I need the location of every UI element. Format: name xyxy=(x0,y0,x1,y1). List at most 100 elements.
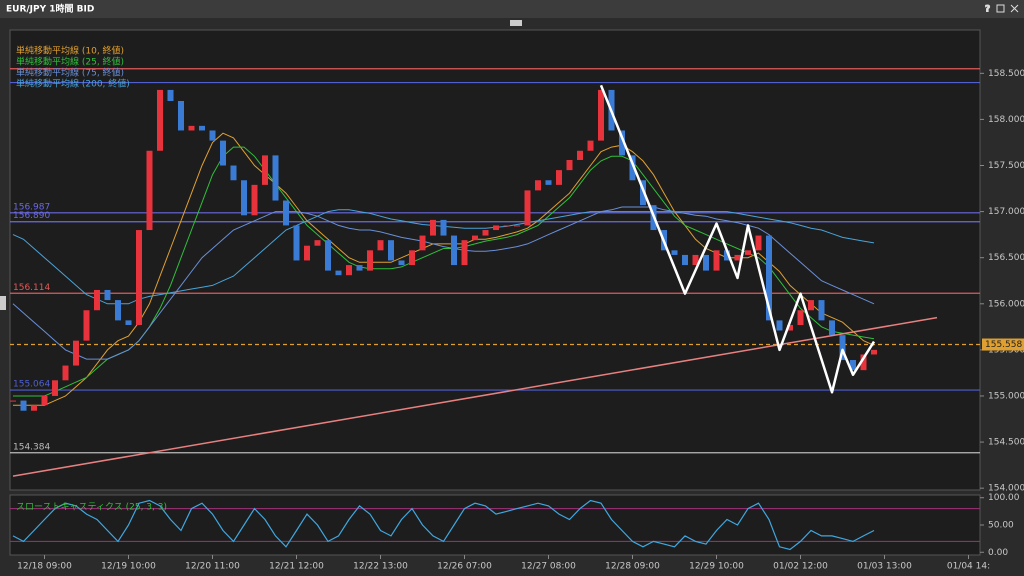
candle xyxy=(671,250,678,255)
candle xyxy=(388,240,394,261)
level-label: 156.114 xyxy=(13,283,50,293)
indicator-label: スローストキャスティクス (25, 3, 3) xyxy=(16,502,167,513)
candle xyxy=(167,89,174,101)
x-tick-label: 12/27 08:00 xyxy=(521,562,576,572)
candle xyxy=(304,245,310,261)
candle xyxy=(272,155,279,201)
candle xyxy=(776,320,783,331)
candle xyxy=(839,335,846,361)
candle xyxy=(545,180,552,185)
window-title: EUR/JPY 1時間 BID xyxy=(6,3,94,15)
legend-entry: 単純移動平均線 (200, 終値) xyxy=(16,78,130,90)
y-tick-label: 100.00 xyxy=(988,493,1020,503)
x-tick-label: 12/20 11:00 xyxy=(185,562,240,572)
candle xyxy=(104,289,111,301)
x-tick-label: 01/02 12:00 xyxy=(773,562,828,572)
candle xyxy=(493,225,499,231)
price-tag-label: 155.558 xyxy=(985,340,1022,350)
candle xyxy=(755,235,762,251)
candle xyxy=(157,89,163,151)
candle xyxy=(461,240,468,266)
candle xyxy=(440,219,447,236)
maximize-button[interactable] xyxy=(996,4,1005,13)
candle xyxy=(482,230,489,236)
x-tick-label: 12/29 10:00 xyxy=(689,562,744,572)
title-bar xyxy=(0,0,1024,18)
oscillator-line xyxy=(12,499,875,551)
candle xyxy=(524,190,531,226)
candle xyxy=(346,265,352,276)
x-tick-label: 01/03 13:00 xyxy=(857,562,912,572)
y-tick-label: 154.000 xyxy=(988,484,1024,494)
candle xyxy=(409,250,415,266)
candle xyxy=(293,225,300,261)
y-tick-label: 158.000 xyxy=(988,115,1024,125)
candle xyxy=(818,300,825,321)
candle xyxy=(850,360,856,371)
candle xyxy=(682,254,688,266)
close-button[interactable] xyxy=(1010,4,1019,13)
candle xyxy=(325,240,331,271)
candle xyxy=(619,130,625,156)
help-button[interactable]: ? xyxy=(985,4,991,15)
candle xyxy=(503,225,510,227)
candle xyxy=(83,310,90,341)
candle xyxy=(703,254,709,271)
moving-average xyxy=(12,206,875,360)
side-handle[interactable] xyxy=(0,296,6,310)
candle xyxy=(629,155,636,181)
candle xyxy=(41,395,48,406)
candle xyxy=(808,300,814,311)
x-tick-label: 12/26 07:00 xyxy=(437,562,492,572)
legend-entry: 単純移動平均線 (75, 終値) xyxy=(16,67,124,79)
candle xyxy=(199,125,205,131)
candle xyxy=(146,150,153,231)
candle xyxy=(230,165,237,181)
window-buttons[interactable]: ? xyxy=(985,4,1019,15)
candle xyxy=(745,250,751,255)
y-tick-label: 158.500 xyxy=(988,69,1024,79)
candle xyxy=(241,180,247,216)
candle xyxy=(283,200,289,226)
candle xyxy=(251,184,258,216)
candle xyxy=(451,235,457,266)
main-plot xyxy=(9,29,981,491)
candle xyxy=(514,225,520,227)
candle xyxy=(871,349,877,355)
y-tick-label: 157.000 xyxy=(988,207,1024,217)
candle xyxy=(766,235,772,321)
candle xyxy=(587,140,594,151)
candle xyxy=(797,310,804,325)
candle xyxy=(430,219,436,236)
candle xyxy=(115,300,121,321)
zigzag-drawing xyxy=(599,84,876,394)
candle xyxy=(314,240,321,246)
y-tick-label: 156.500 xyxy=(988,253,1024,263)
x-tick-label: 12/19 10:00 xyxy=(101,562,156,572)
y-tick-label: 154.500 xyxy=(988,438,1024,448)
candle xyxy=(20,400,27,411)
x-tick-label: 12/22 13:00 xyxy=(353,562,408,572)
candle xyxy=(31,405,37,411)
candle xyxy=(566,159,573,171)
candle xyxy=(692,254,699,266)
x-tick-label: 01/04 14: xyxy=(947,562,990,572)
candle xyxy=(10,400,16,402)
candle xyxy=(136,230,142,325)
candle xyxy=(356,265,363,271)
candle xyxy=(787,324,793,331)
candle xyxy=(262,155,268,185)
x-tick-label: 12/28 09:00 xyxy=(605,562,660,572)
candle xyxy=(535,180,541,191)
candle xyxy=(734,254,741,261)
collapse-toggle[interactable] xyxy=(510,20,522,26)
candle xyxy=(52,380,58,396)
moving-average xyxy=(13,146,875,397)
y-tick-label: 0.00 xyxy=(988,548,1008,558)
candle xyxy=(73,340,79,366)
sub-plot xyxy=(9,494,981,556)
y-tick-label: 156.000 xyxy=(988,299,1024,309)
candle xyxy=(377,240,384,251)
candle xyxy=(125,320,132,325)
candle xyxy=(209,130,216,141)
